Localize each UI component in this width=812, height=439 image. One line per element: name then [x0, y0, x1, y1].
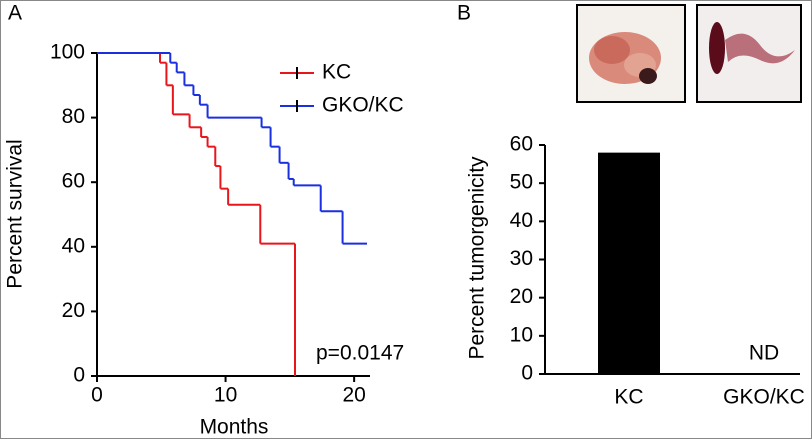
y-tick-label: 20 [510, 285, 533, 308]
y-tick-label: 60 [510, 133, 533, 156]
annotation: p=0.0147 [316, 342, 404, 365]
panel-label: B [457, 2, 471, 25]
legend-label: KC [322, 61, 351, 84]
y-tick-label: 10 [510, 323, 533, 346]
x-tick-label: 20 [342, 384, 365, 407]
value-label: ND [749, 342, 779, 365]
pancreas-photo [696, 4, 802, 103]
y-axis-title: Percent tumorgenicity [466, 156, 489, 360]
y-axis-title: Percent survival [4, 139, 27, 288]
x-tick-label: 10 [214, 384, 237, 407]
x-tick-label: KC [614, 386, 643, 409]
x-axis-title: Months [200, 416, 269, 439]
y-tick-label: 100 [50, 41, 85, 64]
x-tick-label: GKO/KC [723, 386, 805, 409]
legend-label: GKO/KC [322, 94, 404, 117]
y-tick-label: 40 [510, 209, 533, 232]
tumor-photo [576, 4, 686, 103]
y-tick-label: 50 [510, 171, 533, 194]
y-tick-label: 20 [62, 299, 85, 322]
y-tick-label: 40 [62, 234, 85, 257]
y-tick-label: 60 [62, 170, 85, 193]
y-tick-label: 0 [521, 362, 533, 385]
y-tick-label: 0 [73, 364, 85, 387]
y-tick-label: 80 [62, 105, 85, 128]
y-tick-label: 30 [510, 247, 533, 270]
bar [598, 152, 660, 374]
x-tick-label: 0 [91, 384, 103, 407]
panel-label: A [8, 2, 22, 25]
